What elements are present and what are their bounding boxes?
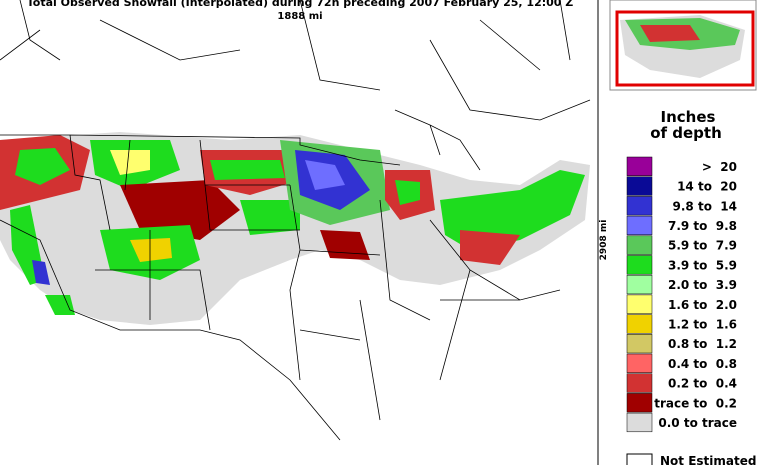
great-lakes (394, 109, 481, 171)
legend-swatch (626, 334, 653, 354)
snow-region (120, 180, 240, 240)
legend-label: 0.2 to 0.4 (668, 377, 737, 391)
inset-map (609, 0, 757, 91)
legend-swatch (626, 373, 653, 393)
legend-label: 1.6 to 2.0 (668, 298, 737, 312)
legend-swatch (626, 176, 653, 196)
legend-swatch (626, 196, 653, 216)
map-title: Total Observed Snowfall (Interpolated) d… (27, 0, 574, 9)
snow-region (15, 148, 70, 185)
snow-region (210, 160, 285, 180)
coast-line (0, 0, 591, 121)
legend-label: 14 to 20 (677, 180, 737, 194)
snow-region (395, 180, 420, 205)
inset-snow (640, 25, 700, 42)
legend-label: > 20 (702, 160, 737, 174)
legend-swatch (626, 353, 653, 373)
snow-region (45, 295, 75, 315)
not-estimated-swatch (626, 453, 653, 465)
not-estimated-label: Not Estimated (660, 454, 756, 465)
state-border (0, 134, 561, 441)
legend-title: Inches (661, 108, 716, 126)
legend-swatch (626, 294, 653, 314)
legend-swatch (626, 235, 653, 255)
legend-label: 5.9 to 7.9 (668, 239, 737, 253)
legend-swatch (626, 215, 653, 236)
legend-swatch (626, 156, 653, 176)
snow-region (130, 238, 172, 262)
legend-label: 7.9 to 9.8 (668, 219, 737, 233)
snow-region (440, 170, 585, 250)
height-label: 2908 mi (599, 220, 609, 261)
legend-title: of depth (650, 124, 722, 142)
legend-swatch (626, 393, 653, 413)
snow-region (110, 150, 150, 175)
legend-swatch (626, 314, 653, 334)
snow-region (240, 200, 300, 235)
legend-label: 9.8 to 14 (673, 199, 737, 213)
snow-region (460, 230, 520, 265)
legend-swatch (626, 412, 653, 433)
legend-label: 2.0 to 3.9 (668, 278, 737, 292)
legend-swatch (626, 274, 653, 295)
width-label: 1888 mi (277, 11, 322, 22)
snow-region (305, 160, 345, 190)
legend: > 20 14 to 20 9.8 to 14 7.9 to 9.8 5.9 to 7.… (626, 156, 737, 433)
legend-label: 3.9 to 5.9 (668, 258, 737, 272)
snow-region (320, 230, 370, 260)
legend-label: trace to 0.2 (654, 396, 737, 410)
legend-swatch (626, 255, 653, 275)
legend-label: 0.0 to trace (658, 416, 737, 430)
map (0, 0, 591, 441)
legend-label: 0.4 to 0.8 (668, 357, 737, 371)
inset-view-box (615, 10, 755, 87)
snow-region (32, 260, 50, 285)
legend-label: 0.8 to 1.2 (668, 337, 737, 351)
legend-label: 1.2 to 1.6 (668, 317, 737, 331)
